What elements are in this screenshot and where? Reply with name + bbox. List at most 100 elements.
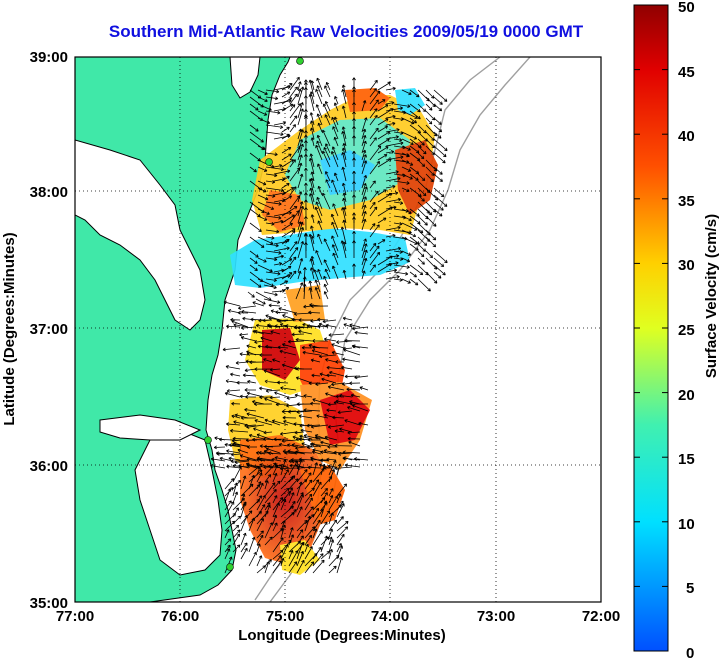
velocity-arrow xyxy=(347,430,361,435)
velocity-arrow xyxy=(317,324,329,329)
velocity-arrow xyxy=(289,145,301,161)
velocity-arrow xyxy=(336,493,342,504)
velocity-arrow xyxy=(325,392,337,398)
velocity-arrow xyxy=(342,456,361,461)
velocity-arrow xyxy=(308,381,321,386)
velocity-arrow xyxy=(297,86,305,105)
velocity-arrow xyxy=(226,422,241,427)
velocity-arrow xyxy=(320,500,328,518)
velocity-arrow xyxy=(344,338,361,343)
velocity-arrow xyxy=(361,238,367,252)
x-axis-label: Longitude (Degrees:Minutes) xyxy=(238,627,446,644)
velocity-arrow xyxy=(272,502,280,518)
velocity-arrow xyxy=(359,386,369,391)
velocity-arrow xyxy=(342,192,347,203)
velocity-arrow xyxy=(369,108,378,119)
velocity-arrow xyxy=(409,236,420,245)
velocity-arrow xyxy=(238,305,257,310)
velocity-arrow xyxy=(295,282,304,300)
velocity-arrow xyxy=(273,219,284,224)
velocity-arrow xyxy=(249,278,262,288)
velocity-arrow xyxy=(304,534,312,546)
velocity-arrow xyxy=(284,451,298,455)
velocity-arrow xyxy=(249,103,259,111)
velocity-arrow xyxy=(337,410,353,415)
velocity-arrow xyxy=(342,219,347,231)
velocity-arrow xyxy=(352,181,356,196)
velocity-arrow xyxy=(317,122,323,133)
velocity-arrow xyxy=(341,152,347,168)
velocity-arrow xyxy=(349,381,361,386)
velocity-arrow xyxy=(257,236,274,245)
velocity-arrow xyxy=(425,250,433,259)
velocity-arrow xyxy=(369,88,377,98)
velocity-arrow xyxy=(297,102,304,119)
velocity-arrow xyxy=(297,154,303,168)
velocity-arrow xyxy=(281,439,298,443)
velocity-arrow xyxy=(273,262,283,266)
velocity-arrow xyxy=(417,103,427,112)
y-axis-label: Latitude (Degrees:Minutes) xyxy=(1,232,18,425)
velocity-arrow xyxy=(273,169,291,175)
velocity-arrow xyxy=(417,145,427,155)
velocity-arrow xyxy=(330,213,339,231)
velocity-arrow xyxy=(377,108,394,119)
velocity-arrow xyxy=(256,565,266,574)
velocity-arrow xyxy=(361,149,367,161)
velocity-arrow xyxy=(265,235,275,240)
velocity-arrow xyxy=(369,160,380,175)
velocity-arrow xyxy=(248,517,256,532)
velocity-arrow xyxy=(328,565,337,574)
velocity-arrow xyxy=(385,197,402,203)
velocity-arrow xyxy=(401,89,412,96)
velocity-arrow xyxy=(256,472,263,483)
velocity-arrow xyxy=(385,86,396,91)
velocity-arrow xyxy=(361,174,368,189)
velocity-arrow xyxy=(297,173,304,189)
velocity-arrow xyxy=(328,459,337,476)
velocity-arrow xyxy=(264,418,281,426)
velocity-arrow xyxy=(232,466,242,483)
velocity-arrow xyxy=(230,428,249,433)
velocity-arrow xyxy=(304,497,313,511)
velocity-arrow xyxy=(249,264,258,271)
velocity-arrow xyxy=(341,166,347,182)
velocity-arrow xyxy=(226,324,241,329)
velocity-arrow xyxy=(393,271,409,276)
velocity-arrow xyxy=(307,465,322,470)
velocity-arrow xyxy=(433,257,445,268)
velocity-arrow xyxy=(323,291,329,300)
velocity-arrow xyxy=(272,522,278,532)
velocity-arrow xyxy=(361,154,367,168)
velocity-arrow xyxy=(304,479,313,490)
velocity-arrow xyxy=(352,404,369,412)
velocity-arrow xyxy=(332,203,339,217)
delaware-bay xyxy=(229,57,261,99)
velocity-arrow xyxy=(328,495,338,511)
velocity-arrow xyxy=(324,85,331,98)
velocity-arrow xyxy=(321,377,337,384)
velocity-arrow xyxy=(347,436,361,441)
velocity-arrow xyxy=(232,524,240,532)
velocity-arrow xyxy=(344,374,361,379)
velocity-arrow xyxy=(320,476,333,490)
velocity-arrow xyxy=(324,435,338,441)
velocity-arrow xyxy=(224,544,231,553)
velocity-arrow xyxy=(224,478,235,490)
velocity-arrow xyxy=(433,152,446,164)
velocity-arrow xyxy=(265,447,281,454)
pamlico-sound xyxy=(134,429,223,576)
velocity-arrow xyxy=(339,393,353,398)
colorbar-tick-label: 50 xyxy=(678,0,695,16)
velocity-arrow xyxy=(323,259,331,273)
chesapeake-bay xyxy=(75,139,206,331)
velocity-arrow xyxy=(312,559,325,574)
velocity-arrow xyxy=(257,344,273,349)
velocity-arrow xyxy=(281,153,292,161)
velocity-arrow xyxy=(265,180,276,184)
velocity-arrow xyxy=(377,217,387,224)
velocity-arrow xyxy=(307,438,322,442)
velocity-arrow xyxy=(257,166,268,172)
velocity-arrow xyxy=(340,240,347,259)
velocity-arrow xyxy=(393,222,403,226)
